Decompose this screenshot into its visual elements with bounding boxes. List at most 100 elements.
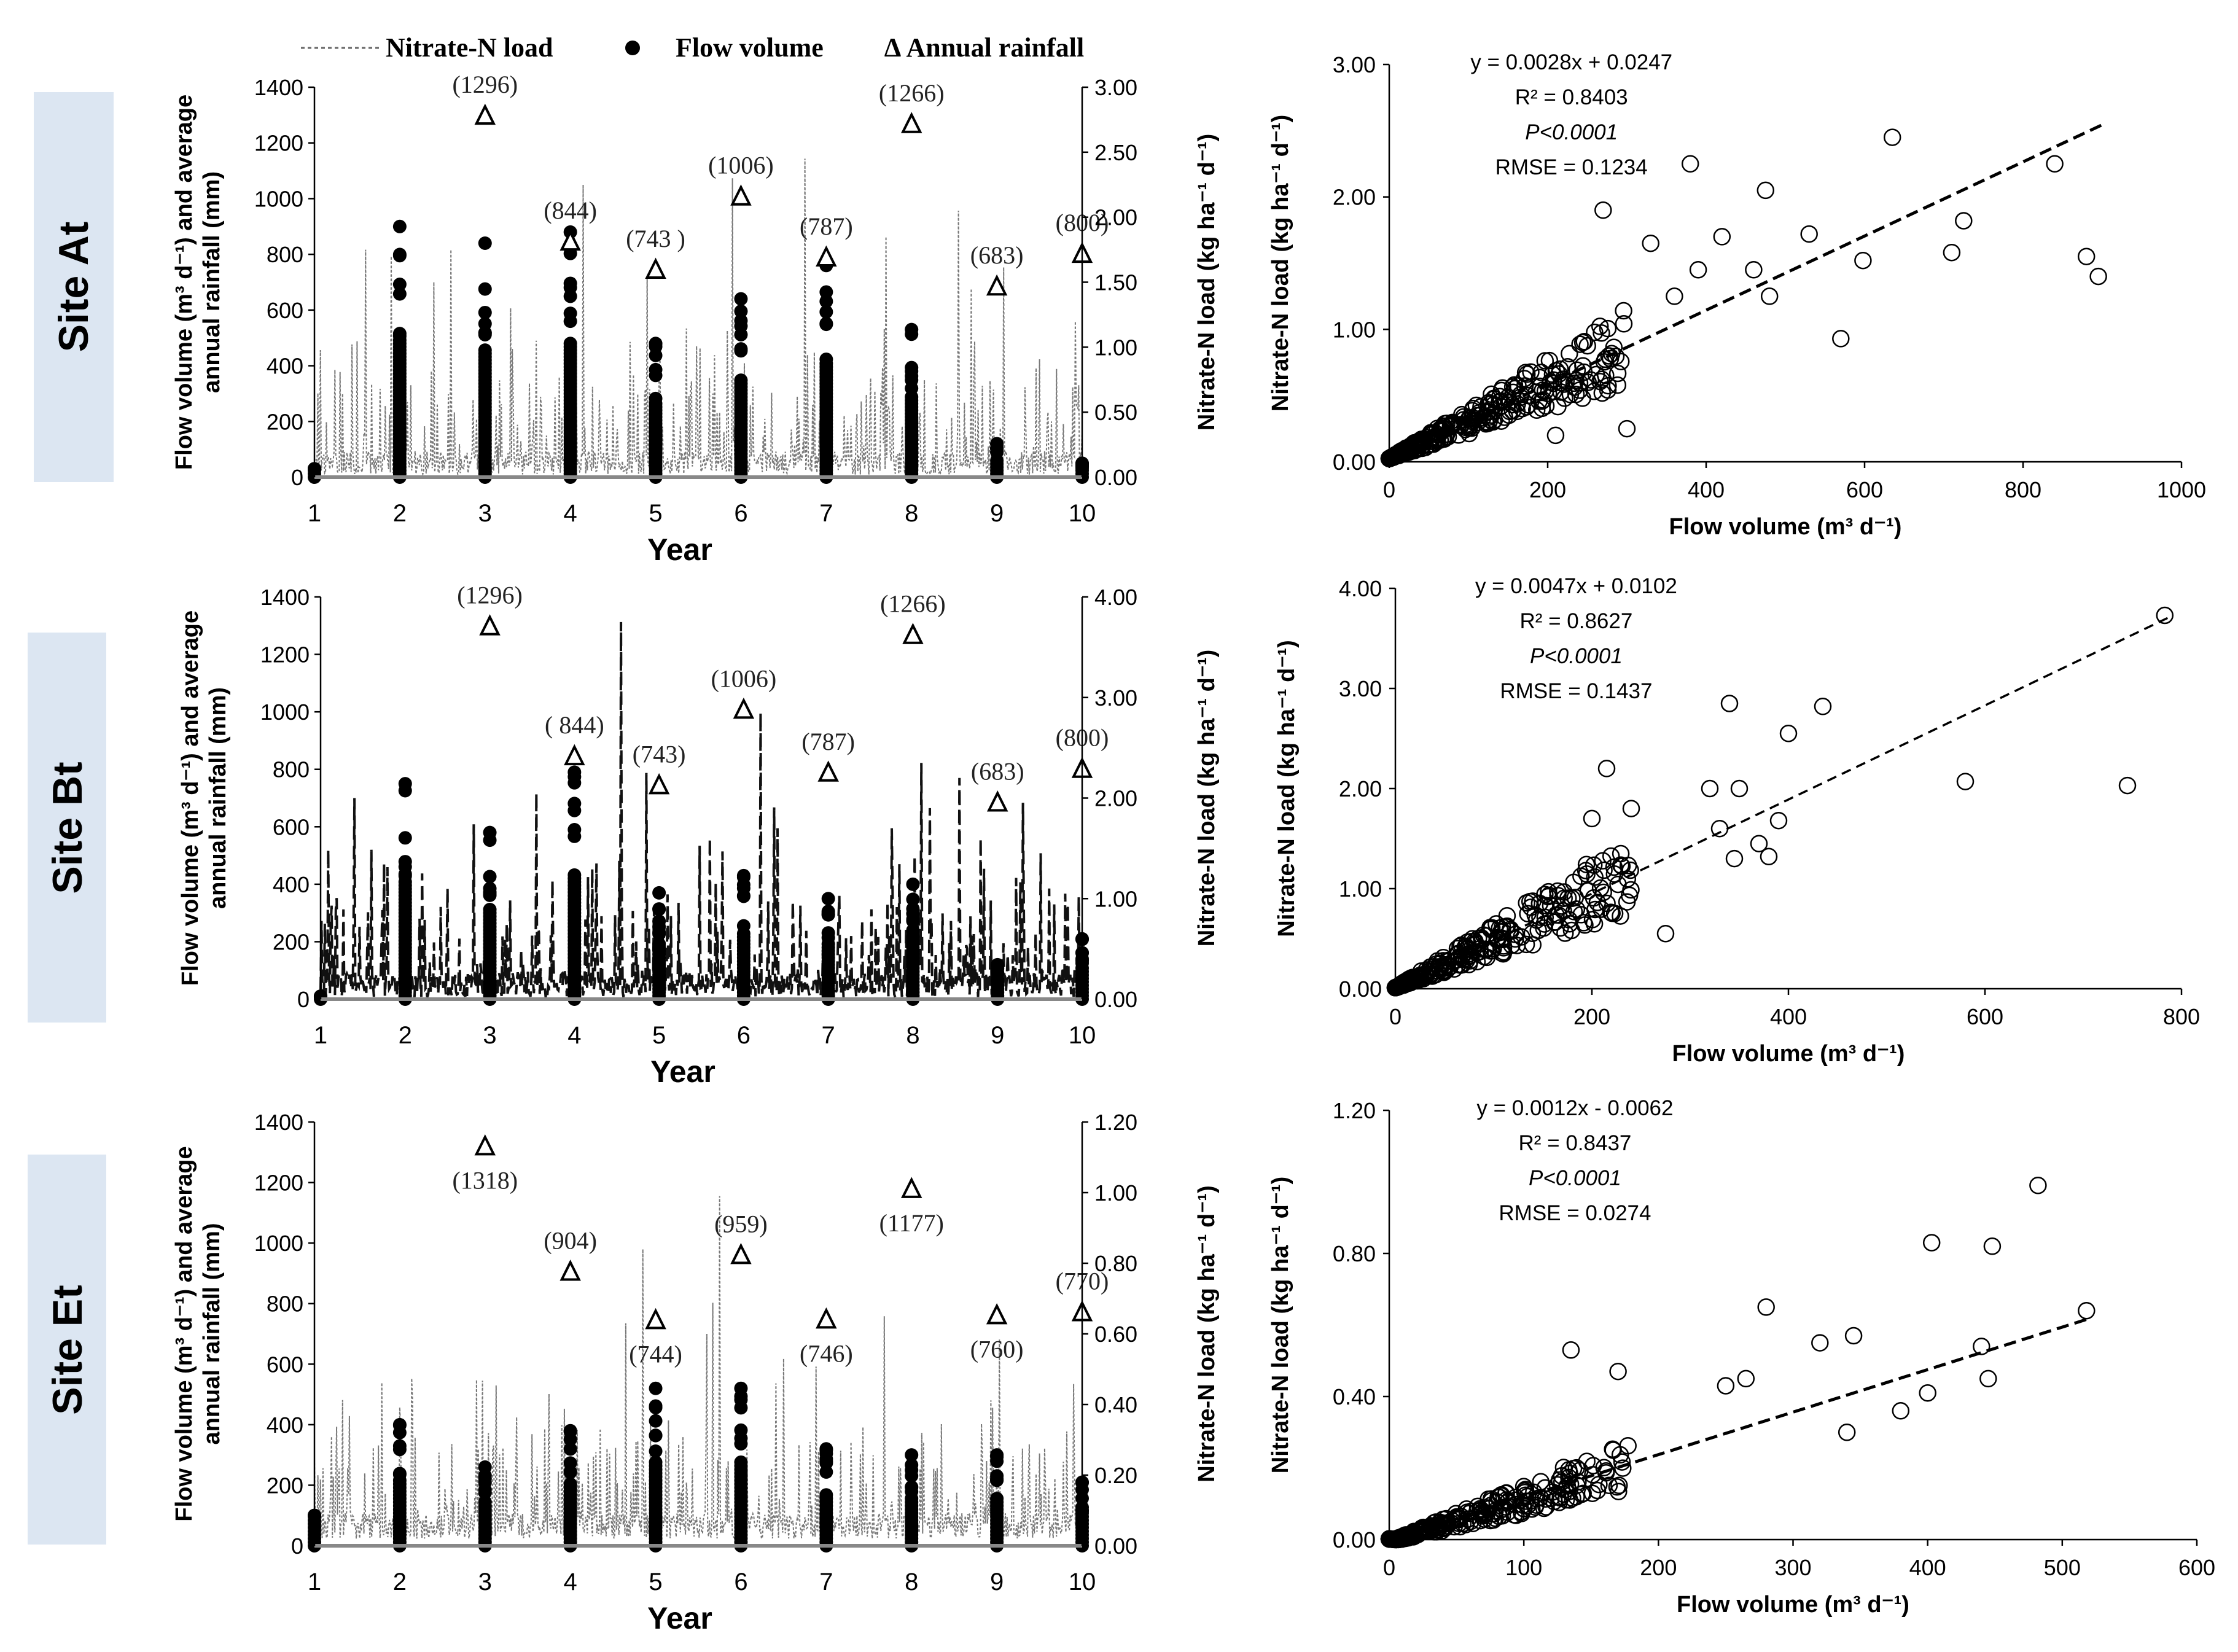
x-tick-label: 2 xyxy=(393,1568,407,1596)
flow-volume-point xyxy=(478,282,492,296)
scatter-point xyxy=(1567,1459,1586,1477)
x-tick-label: 3 xyxy=(483,1022,496,1049)
flow-volume-point xyxy=(649,337,663,351)
scatter-point xyxy=(1717,1377,1735,1395)
legend-flow-swatch xyxy=(625,41,640,55)
scatter-point xyxy=(1429,419,1446,437)
x-tick-label: 8 xyxy=(905,500,918,527)
flow-volume-point xyxy=(734,1381,748,1395)
scatter-point xyxy=(1570,374,1589,392)
x-tick-label: 8 xyxy=(906,1022,919,1049)
scatter-point xyxy=(1610,1476,1628,1495)
left-y-axis-title: Flow volume (m³ d⁻¹) and average xyxy=(171,1146,197,1521)
flow-volume-point xyxy=(905,373,919,387)
scatter-point xyxy=(1586,323,1604,341)
rainfall-label: (1296) xyxy=(452,71,518,98)
scatter-point xyxy=(1584,1457,1602,1475)
scatter-point xyxy=(1437,959,1454,977)
scatter-point xyxy=(1480,394,1498,411)
flow-volume-point xyxy=(649,362,663,376)
scatter-point xyxy=(1602,847,1620,865)
right-y-tick-label: 0.60 xyxy=(1094,1322,1137,1347)
rainfall-marker xyxy=(902,623,924,644)
flow-volume-stack-year-2 xyxy=(392,1417,407,1553)
scatter-point xyxy=(1919,1384,1936,1402)
scatter-point xyxy=(1556,924,1574,942)
flow-volume-point xyxy=(478,1483,492,1497)
rainfall-label: (1177) xyxy=(879,1209,944,1237)
left-y-tick-label: 200 xyxy=(267,1473,303,1498)
right-y-tick-label: 0.80 xyxy=(1094,1251,1137,1276)
flow-volume-stack-year-2 xyxy=(398,777,412,1006)
scatter-point xyxy=(1838,1424,1856,1441)
left-y-tick-label: 600 xyxy=(267,1352,303,1377)
x-tick-label: 10 xyxy=(1069,1022,1096,1049)
scatter-point xyxy=(1486,1502,1504,1520)
flow-volume-point xyxy=(734,373,748,388)
right-y-tick-label: 1.00 xyxy=(1094,1180,1137,1206)
scatter-point xyxy=(1595,861,1613,879)
left-y-axis-title: Flow volume (m³ d⁻¹) and average xyxy=(177,610,203,986)
x-tick-label: 3 xyxy=(478,1568,492,1596)
flow-volume-point xyxy=(821,926,835,940)
scatter-point xyxy=(1516,364,1535,381)
scatter-point xyxy=(1545,375,1562,392)
rainfall-label: (787) xyxy=(801,728,855,755)
scatter-point xyxy=(1527,1490,1546,1508)
scatter-point xyxy=(2156,606,2174,625)
scatter-y-tick-label: 2.00 xyxy=(1339,776,1382,801)
rainfall-marker xyxy=(730,184,752,206)
rainfall-marker xyxy=(816,245,837,267)
scatter-point xyxy=(2046,155,2064,173)
scatter-point xyxy=(1395,1527,1413,1545)
rainfall-label: (1006) xyxy=(708,152,774,179)
rainfall-marker xyxy=(645,1307,666,1330)
rainfall-marker xyxy=(733,697,755,719)
scatter-point xyxy=(1585,383,1604,400)
scatter-point xyxy=(1612,844,1630,863)
legend-nitrate: Nitrate-N load xyxy=(386,33,553,63)
x-tick-label: 5 xyxy=(649,500,662,527)
rainfall-marker xyxy=(648,773,670,795)
scatter-x-tick-label: 0 xyxy=(1389,1004,1402,1029)
flow-volume-point xyxy=(905,1463,919,1478)
flow-volume-point xyxy=(478,343,492,357)
flow-volume-point xyxy=(906,923,920,937)
scatter-point xyxy=(1494,930,1512,948)
scatter-point xyxy=(1666,287,1683,305)
scatter-point xyxy=(1536,886,1554,903)
flow-volume-point xyxy=(819,1465,833,1479)
flow-volume-stack-year-3 xyxy=(478,1460,492,1553)
flow-volume-stack-year-6 xyxy=(734,292,748,484)
rainfall-marker xyxy=(645,257,666,279)
scatter-point xyxy=(1612,907,1629,925)
rainfall-marker xyxy=(560,229,581,251)
scatter-point xyxy=(1779,725,1798,742)
x-tick-label: 9 xyxy=(990,500,1004,527)
scatter-point xyxy=(1603,904,1621,922)
left-y-axis-title-line2: annual rainfall (mm) xyxy=(205,687,231,909)
right-y-tick-label: 1.50 xyxy=(1094,270,1137,295)
scatter-point xyxy=(1622,800,1640,817)
rainfall-marker xyxy=(817,760,839,782)
scatter-point xyxy=(1398,442,1416,460)
scatter-point xyxy=(1591,879,1610,897)
flow-volume-point xyxy=(652,925,666,940)
scatter-point xyxy=(1565,374,1583,392)
flow-volume-point xyxy=(567,823,582,837)
left-y-tick-label: 400 xyxy=(273,872,310,897)
scatter-point xyxy=(1575,333,1593,351)
rainfall-marker xyxy=(986,1303,1008,1325)
flow-volume-stack-year-7 xyxy=(819,1442,833,1553)
x-tick-label: 5 xyxy=(652,1022,666,1049)
flow-volume-point xyxy=(990,437,1004,451)
flow-volume-point xyxy=(649,1381,663,1395)
scatter-point xyxy=(1515,1500,1533,1518)
scatter-point xyxy=(1571,335,1589,353)
flow-volume-point xyxy=(819,1442,833,1456)
flow-volume-point xyxy=(478,305,492,319)
scatter-x-tick-label: 600 xyxy=(1846,477,1883,502)
flow-volume-point xyxy=(392,219,407,233)
flow-volume-point xyxy=(567,765,582,779)
left-y-tick-label: 400 xyxy=(267,1412,303,1438)
